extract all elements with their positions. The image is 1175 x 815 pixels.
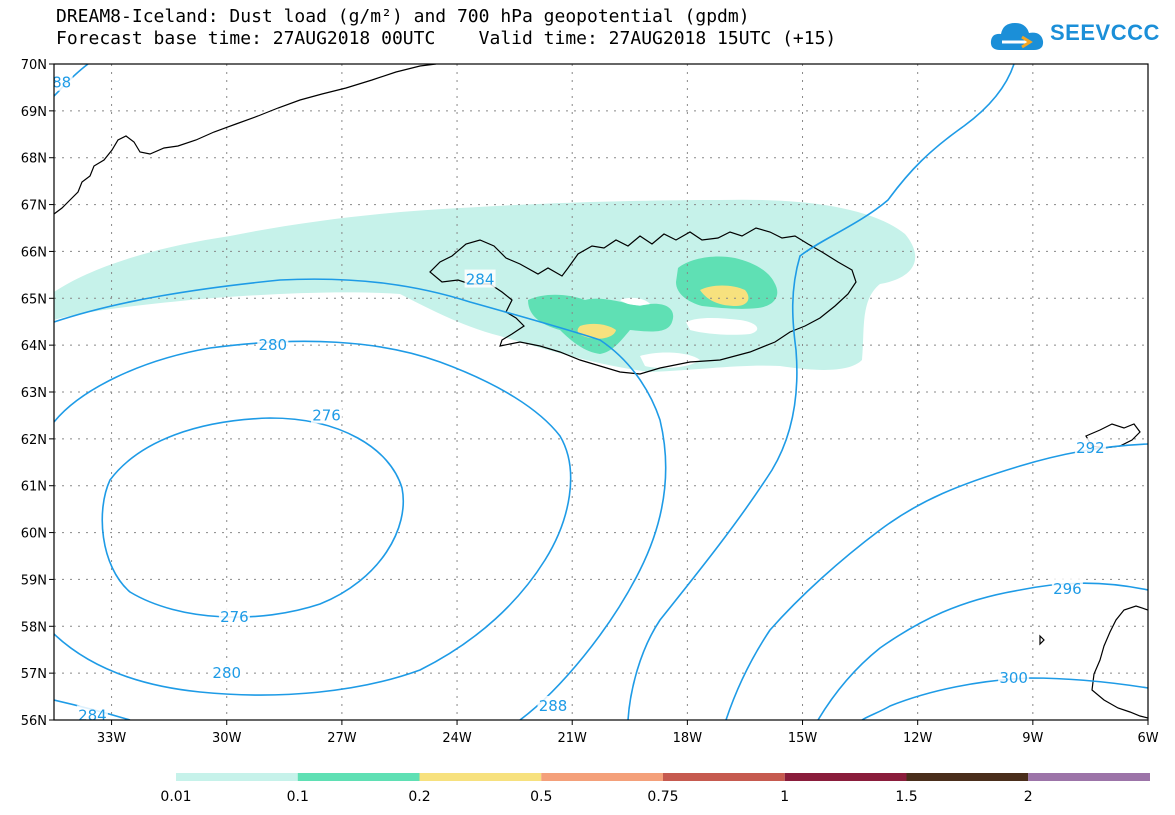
contour-label-bg bbox=[211, 663, 243, 682]
colorbar-label: 0.2 bbox=[408, 789, 430, 805]
lon-tick-label: 30W bbox=[212, 731, 242, 746]
contour-292 bbox=[725, 443, 1148, 720]
longitude-axis: 33W 30W 27W 24W 21W 18W 15W 12W 9W 6W bbox=[97, 720, 1159, 746]
lat-tick-label: 62N bbox=[21, 433, 47, 448]
dust-region-mid-west bbox=[528, 294, 674, 354]
colorbar-segment bbox=[663, 773, 785, 781]
greenland-coastline bbox=[54, 64, 437, 215]
lat-tick-label: 68N bbox=[21, 152, 47, 167]
lat-tick-label: 60N bbox=[21, 527, 47, 542]
seevccc-logo: SEEVCCC bbox=[988, 14, 1159, 58]
lat-tick-label: 58N bbox=[21, 620, 47, 635]
contour-label-bg bbox=[76, 705, 108, 720]
lon-tick-label: 12W bbox=[903, 731, 933, 746]
graticule bbox=[54, 64, 1148, 720]
contour-label: 288 bbox=[539, 697, 568, 715]
contour-276 bbox=[101, 417, 404, 618]
lat-tick-label: 61N bbox=[21, 480, 47, 495]
lon-tick-label: 33W bbox=[97, 731, 127, 746]
title-line-1: DREAM8-Iceland: Dust load (g/m²) and 700… bbox=[56, 6, 750, 27]
colorbar-segment bbox=[176, 773, 298, 781]
contour-label: 88 bbox=[52, 74, 71, 92]
colorbar-label: 0.1 bbox=[287, 789, 309, 805]
lat-tick-label: 63N bbox=[21, 386, 47, 401]
contour-label: 280 bbox=[258, 336, 287, 354]
title-line-2: Forecast base time: 27AUG2018 00UTC Vali… bbox=[56, 28, 837, 49]
contour-label-bg bbox=[54, 72, 73, 91]
contour-label-bg bbox=[311, 405, 343, 424]
contour-300 bbox=[861, 677, 1148, 720]
dust-region-high-east bbox=[700, 285, 749, 306]
colorbar-segment bbox=[1028, 773, 1150, 781]
colorbar-segment bbox=[419, 773, 542, 781]
lon-tick-label: 6W bbox=[1137, 731, 1158, 746]
colorbar-segment bbox=[784, 773, 907, 781]
colorbar-label: 1 bbox=[780, 789, 789, 805]
geopotential-contours bbox=[54, 64, 1148, 720]
lon-tick-label: 21W bbox=[558, 731, 588, 746]
colorbar: 0.01 0.1 0.2 0.5 0.75 1 1.5 2 bbox=[160, 773, 1150, 805]
lat-tick-label: 65N bbox=[21, 292, 47, 307]
no-dust-patch-1 bbox=[686, 318, 758, 335]
contour-280 bbox=[54, 340, 572, 696]
contour-284-north bbox=[54, 278, 667, 720]
logo-text: SEEVCCC bbox=[1050, 20, 1160, 45]
contour-label: 280 bbox=[212, 664, 241, 682]
colorbar-label: 0.75 bbox=[647, 789, 678, 805]
lon-tick-label: 27W bbox=[327, 731, 357, 746]
map-content: 88 284 280 276 276 280 284 288 292 296 300 bbox=[52, 64, 1148, 724]
contour-label: 276 bbox=[312, 406, 341, 424]
no-dust-patch-3 bbox=[620, 297, 650, 306]
lat-tick-label: 66N bbox=[21, 245, 47, 260]
cloud-icon bbox=[990, 23, 1044, 50]
contour-label-bg bbox=[998, 667, 1030, 686]
no-dust-patch-2 bbox=[640, 352, 700, 368]
colorbar-label: 0.01 bbox=[160, 789, 191, 805]
contour-label-bg bbox=[218, 606, 250, 625]
dust-region-mid-east bbox=[676, 256, 778, 309]
lon-tick-label: 18W bbox=[673, 731, 703, 746]
contour-label: 284 bbox=[78, 706, 107, 724]
contour-label: 284 bbox=[466, 271, 495, 289]
contour-label-bg bbox=[257, 335, 289, 354]
latitude-axis: 70N 69N 68N 67N 66N 65N 64N 63N 62N 61N 60N 59N 58N 5… bbox=[21, 58, 54, 729]
contour-label-bg bbox=[1074, 438, 1106, 457]
colorbar-segment bbox=[541, 773, 663, 781]
lon-tick-label: 15W bbox=[788, 731, 818, 746]
lat-tick-label: 64N bbox=[21, 339, 47, 354]
colorbar-label: 1.5 bbox=[895, 789, 917, 805]
contour-296 bbox=[817, 582, 1148, 720]
iceland-coastline bbox=[429, 227, 857, 375]
lat-tick-label: 56N bbox=[21, 714, 47, 729]
contour-label: 276 bbox=[220, 608, 249, 626]
coastlines bbox=[54, 64, 1148, 719]
dust-region-high-west bbox=[577, 323, 616, 339]
contour-label-bg bbox=[537, 695, 569, 714]
contour-labels: 88 284 280 276 276 280 284 288 292 296 300 bbox=[52, 72, 1106, 724]
contour-label: 300 bbox=[999, 669, 1028, 687]
contour-288 bbox=[627, 64, 1015, 720]
contour-label-bg bbox=[464, 269, 496, 288]
colorbar-segment bbox=[906, 773, 1029, 781]
map-title: DREAM8-Iceland: Dust load (g/m²) and 700… bbox=[56, 6, 836, 50]
contour-label: 292 bbox=[1076, 439, 1105, 457]
contour-label-bg bbox=[1051, 578, 1083, 597]
lat-tick-label: 59N bbox=[21, 573, 47, 588]
lat-tick-label: 70N bbox=[21, 58, 47, 73]
colorbar-label: 2 bbox=[1024, 789, 1033, 805]
faroe-islands bbox=[1039, 634, 1045, 646]
lon-tick-label: 9W bbox=[1022, 731, 1043, 746]
contour-label: 296 bbox=[1053, 580, 1082, 598]
lat-tick-label: 57N bbox=[21, 667, 47, 682]
lat-tick-label: 67N bbox=[21, 199, 47, 214]
colorbar-segment bbox=[297, 773, 420, 781]
lat-tick-label: 69N bbox=[21, 105, 47, 120]
scotland-coastline bbox=[1091, 605, 1148, 719]
lon-tick-label: 24W bbox=[442, 731, 472, 746]
colorbar-label: 0.5 bbox=[530, 789, 552, 805]
